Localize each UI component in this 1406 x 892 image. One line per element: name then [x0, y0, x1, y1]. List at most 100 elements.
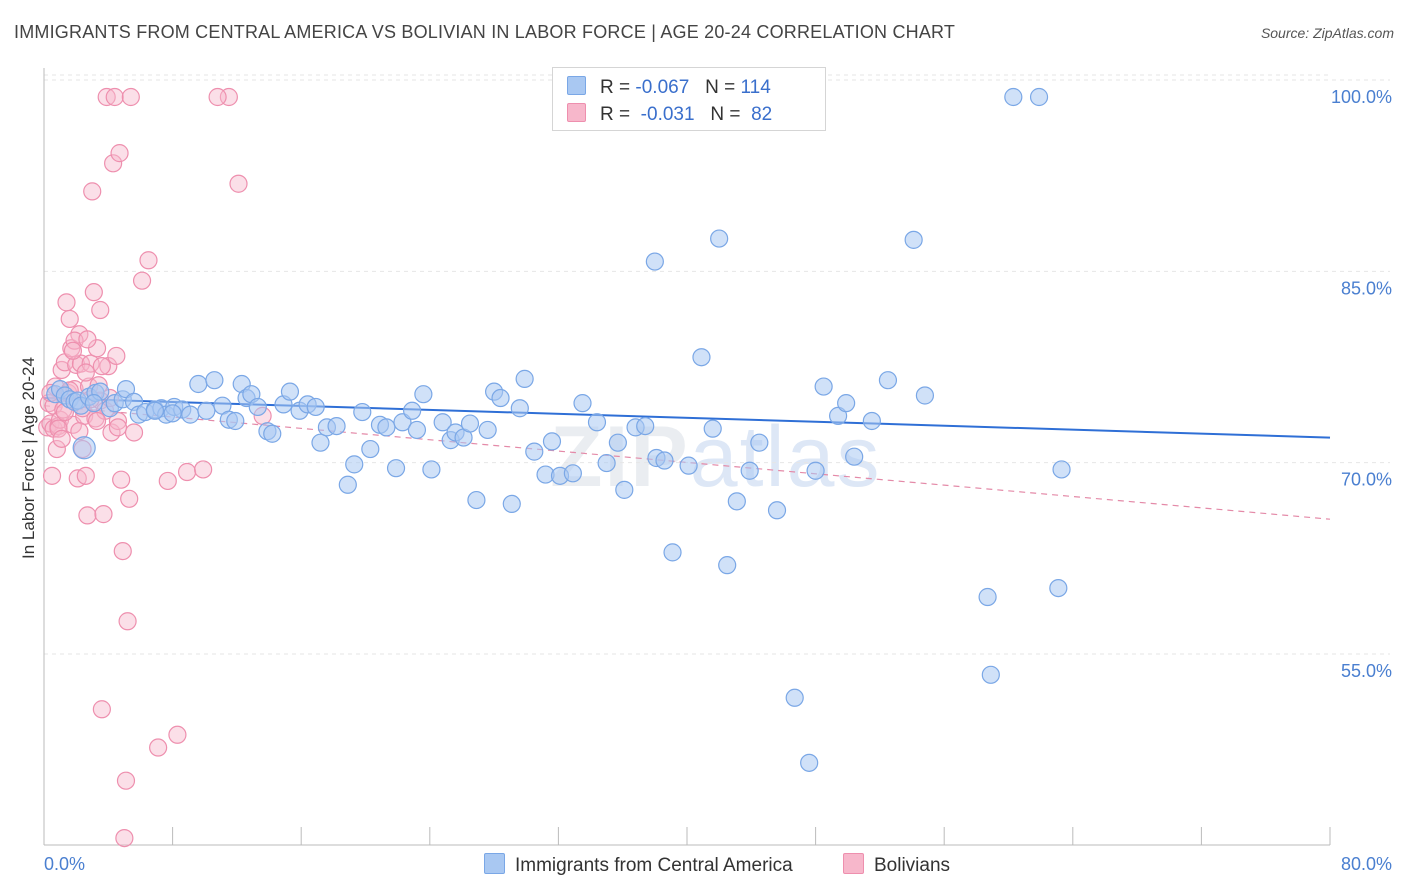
point-bolivians	[208, 87, 227, 107]
point-central-america	[197, 401, 216, 420]
point-central-america	[837, 394, 856, 413]
point-central-america	[878, 371, 898, 390]
legend-item-bolivians[interactable]: Bolivians	[843, 853, 950, 877]
legend-swatch-pink	[567, 103, 586, 122]
legend-item-central-america[interactable]: Immigrants from Central America	[484, 853, 793, 877]
point-central-america	[981, 665, 1000, 684]
point-bolivians	[83, 182, 102, 201]
point-central-america	[615, 480, 634, 499]
y-tick-label: 85.0%	[1341, 278, 1392, 298]
point-central-america	[491, 388, 510, 408]
legend-swatch-blue	[567, 76, 586, 95]
point-central-america	[1049, 578, 1068, 598]
point-central-america	[345, 455, 364, 474]
point-central-america	[785, 688, 804, 707]
point-central-america	[845, 447, 864, 466]
y-axis-label: In Labor Force | Age 20-24	[19, 357, 38, 559]
point-bolivians	[76, 466, 95, 485]
point-central-america	[433, 413, 452, 432]
point-central-america	[478, 420, 497, 440]
point-central-america	[636, 416, 655, 436]
point-bolivians	[194, 460, 213, 479]
correlation-legend: R = -0.067 N = 114 R = -0.031 N = 82	[552, 67, 826, 131]
point-bolivians	[108, 418, 128, 437]
y-tick-label: 70.0%	[1341, 470, 1392, 490]
point-central-america	[163, 404, 182, 423]
point-central-america	[587, 413, 607, 432]
point-central-america	[1004, 87, 1023, 107]
point-central-america	[338, 475, 357, 494]
point-bolivians	[139, 251, 158, 270]
point-central-america	[542, 432, 562, 451]
point-bolivians	[52, 429, 71, 448]
point-bolivians	[177, 462, 197, 482]
point-central-america	[655, 451, 674, 470]
point-central-america	[978, 587, 997, 607]
point-central-america	[525, 442, 544, 461]
point-central-america	[800, 753, 819, 772]
point-bolivians	[92, 700, 111, 719]
point-central-america	[692, 348, 711, 367]
y-tick-label: 100.0%	[1331, 87, 1392, 107]
point-bolivians	[132, 271, 152, 290]
point-central-america	[502, 494, 521, 514]
source-credit: Source: ZipAtlas.com	[1260, 25, 1394, 41]
legend-swatch-pink	[843, 853, 864, 874]
point-bolivians	[124, 423, 144, 442]
point-bolivians	[94, 505, 113, 524]
point-central-america	[248, 397, 267, 417]
legend-r-label: R =	[600, 104, 631, 125]
point-central-america	[306, 397, 325, 417]
point-central-america	[814, 377, 833, 396]
chart-title: IMMIGRANTS FROM CENTRAL AMERICA VS BOLIV…	[14, 22, 956, 42]
legend-row-central-america: R = -0.067 N = 114	[567, 76, 771, 98]
data-points	[38, 86, 1071, 848]
point-central-america	[403, 401, 422, 420]
legend-r-value: -0.067	[635, 77, 690, 98]
point-bolivians	[168, 725, 187, 744]
point-central-america	[645, 252, 664, 271]
point-central-america	[84, 394, 103, 413]
point-bolivians	[107, 346, 126, 366]
point-central-america	[407, 420, 427, 440]
x-tick-label-min: 0.0%	[44, 854, 85, 874]
point-central-america	[386, 459, 406, 478]
point-bolivians	[105, 87, 124, 107]
legend-n-label: N =	[710, 104, 741, 125]
point-central-america	[862, 411, 881, 431]
legend-row-bolivians: R = -0.031 N = 82	[567, 103, 772, 125]
point-central-america	[718, 556, 737, 575]
point-central-america	[263, 424, 282, 443]
point-central-america	[679, 456, 698, 475]
legend-n-value: 114	[740, 77, 771, 98]
point-bolivians	[49, 419, 68, 438]
point-central-america	[1029, 87, 1049, 107]
point-bolivians	[229, 174, 248, 193]
point-bolivians	[112, 470, 131, 489]
legend-n-value: 82	[751, 104, 773, 125]
point-central-america	[353, 402, 372, 422]
point-bolivians	[78, 330, 97, 349]
point-bolivians	[42, 466, 62, 485]
point-bolivians	[158, 471, 177, 491]
point-central-america	[311, 433, 330, 452]
point-bolivians	[60, 309, 79, 329]
point-central-america	[727, 492, 746, 511]
point-central-america	[327, 416, 346, 436]
point-central-america	[515, 369, 534, 388]
axes	[43, 68, 1331, 846]
point-bolivians	[118, 612, 137, 631]
point-central-america	[226, 411, 245, 431]
gridlines	[44, 74, 1390, 655]
point-bolivians	[57, 293, 76, 312]
point-central-america	[563, 464, 582, 483]
point-central-america	[710, 229, 729, 248]
point-central-america	[467, 490, 486, 510]
point-central-america	[663, 543, 682, 562]
point-bolivians	[149, 738, 168, 757]
point-central-america	[750, 433, 769, 452]
point-central-america	[72, 436, 96, 460]
point-central-america	[181, 405, 200, 424]
tick-labels: 100.0% 85.0% 70.0% 55.0% 0.0% 80.0%	[44, 87, 1392, 874]
